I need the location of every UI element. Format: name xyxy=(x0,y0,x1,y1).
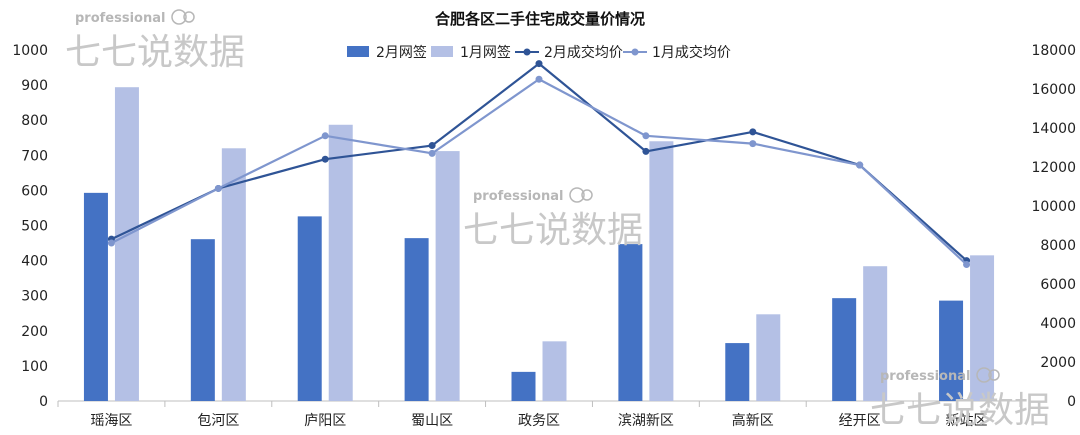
bar-1月网签 xyxy=(542,341,567,401)
legend-item: 2月网签 xyxy=(347,44,427,61)
left-axis-tick-label: 1000 xyxy=(12,43,48,59)
watermark-chinese: 七七说数据 xyxy=(463,210,643,251)
left-axis-tick-label: 200 xyxy=(21,324,48,340)
point-1月成交均价 xyxy=(963,261,971,268)
left-axis-tick-label: 300 xyxy=(21,289,48,305)
left-axis-tick-label: 800 xyxy=(21,113,48,129)
legend-item: 2月成交均价 xyxy=(515,44,623,61)
right-axis-tick-label: 12000 xyxy=(1031,160,1076,176)
right-axis-tick-label: 6000 xyxy=(1040,277,1076,293)
right-axis-tick-label: 0 xyxy=(1067,394,1076,410)
point-1月成交均价 xyxy=(428,149,436,157)
x-axis: 瑶海区 包河区 庐阳区 蜀山区 政务区 滨湖新区 高新区 经开区 新站区 xyxy=(57,400,1021,429)
point-1月成交均价 xyxy=(321,132,329,140)
legend-label: 2月成交均价 xyxy=(544,44,623,61)
right-axis-tick-label: 8000 xyxy=(1040,238,1076,254)
left-y-axis: 0 100 200 300 400 500 600 700 800 900 1000 xyxy=(12,43,48,410)
left-axis-tick-label: 100 xyxy=(21,359,48,375)
watermark-chinese: 七七说数据 xyxy=(65,32,245,73)
bar-series xyxy=(83,87,995,402)
point-2月成交均价 xyxy=(642,147,650,155)
bar-2月网签 xyxy=(404,238,429,401)
bar-2月网签 xyxy=(190,239,215,401)
left-axis-tick-label: 400 xyxy=(21,254,48,270)
right-axis-tick-label: 14000 xyxy=(1031,121,1076,137)
left-axis-tick-label: 700 xyxy=(21,148,48,164)
bar-1月网签 xyxy=(649,141,674,401)
left-axis-tick-label: 600 xyxy=(21,183,48,199)
category-label: 经开区 xyxy=(839,413,881,429)
right-y-axis: 0 2000 4000 6000 8000 10000 12000 14000 16000 180… xyxy=(1031,43,1076,410)
bar-1月网签 xyxy=(863,266,888,401)
bar-2月网签 xyxy=(297,216,322,401)
point-1月成交均价 xyxy=(535,75,543,83)
point-1月成交均价 xyxy=(856,161,864,169)
legend-swatch xyxy=(347,46,369,57)
watermark-word: professional xyxy=(75,11,165,26)
point-1月成交均价 xyxy=(107,239,115,247)
watermark-logo-icon xyxy=(569,187,585,203)
watermark: professional 七七说数据 xyxy=(870,367,1050,431)
bar-2月网签 xyxy=(832,298,857,401)
watermark-word: professional xyxy=(880,369,970,384)
category-label: 高新区 xyxy=(732,412,774,429)
bar-1月网签 xyxy=(756,314,781,401)
bar-2月网签 xyxy=(618,244,643,401)
watermark-logo-icon xyxy=(171,9,187,25)
bar-1月网签 xyxy=(435,151,460,401)
legend-swatch xyxy=(431,46,453,57)
watermark-logo-icon xyxy=(183,11,195,23)
legend-marker xyxy=(631,48,639,56)
category-label: 政务区 xyxy=(518,413,560,429)
category-label: 瑶海区 xyxy=(90,413,132,429)
point-2月成交均价 xyxy=(535,60,543,68)
bar-1月网签 xyxy=(328,124,353,401)
legend-item: 1月网签 xyxy=(431,44,511,61)
left-axis-tick-label: 0 xyxy=(39,394,48,410)
point-2月成交均价 xyxy=(428,142,436,150)
point-2月成交均价 xyxy=(321,155,329,163)
watermark-logo-icon xyxy=(976,367,992,383)
right-axis-tick-label: 4000 xyxy=(1040,316,1076,332)
left-axis-tick-label: 500 xyxy=(21,219,48,235)
watermark-chinese: 七七说数据 xyxy=(870,390,1050,431)
category-label: 新站区 xyxy=(946,413,988,429)
watermarks: professional七七说数据professional七七说数据profes… xyxy=(65,9,1050,431)
right-axis-tick-label: 16000 xyxy=(1031,82,1076,98)
right-axis-tick-label: 18000 xyxy=(1031,43,1076,59)
legend-label: 1月成交均价 xyxy=(652,44,731,61)
watermark-word: professional xyxy=(473,189,563,204)
left-axis-tick-label: 900 xyxy=(21,78,48,94)
point-1月成交均价 xyxy=(642,132,650,140)
bar-2月网签 xyxy=(511,371,536,401)
chart-title: 合肥各区二手住宅成交量价情况 xyxy=(434,10,645,28)
bar-2月网签 xyxy=(939,300,964,401)
category-label: 滨湖新区 xyxy=(618,413,674,429)
watermark: professional 七七说数据 xyxy=(463,187,643,251)
watermark-logo-icon xyxy=(988,369,1000,381)
point-2月成交均价 xyxy=(749,128,757,136)
legend-label: 2月网签 xyxy=(376,44,427,61)
legend-marker xyxy=(523,48,531,56)
bar-2月网签 xyxy=(83,192,108,401)
point-1月成交均价 xyxy=(214,184,222,192)
line-series xyxy=(107,60,971,268)
category-label: 庐阳区 xyxy=(304,413,346,429)
bar-1月网签 xyxy=(221,148,246,401)
bar-1月网签 xyxy=(114,87,139,402)
right-axis-tick-label: 10000 xyxy=(1031,199,1076,215)
category-label: 包河区 xyxy=(197,413,239,429)
watermark-logo-icon xyxy=(581,189,593,201)
watermark: professional 七七说数据 xyxy=(65,9,245,73)
legend: 2月网签 1月网签 2月成交均价 1月成交均价 xyxy=(347,44,731,61)
right-axis-tick-label: 2000 xyxy=(1040,355,1076,371)
bar-2月网签 xyxy=(725,343,750,401)
category-label: 蜀山区 xyxy=(411,413,453,429)
legend-label: 1月网签 xyxy=(460,44,511,61)
legend-item: 1月成交均价 xyxy=(623,44,731,61)
point-1月成交均价 xyxy=(749,140,757,148)
